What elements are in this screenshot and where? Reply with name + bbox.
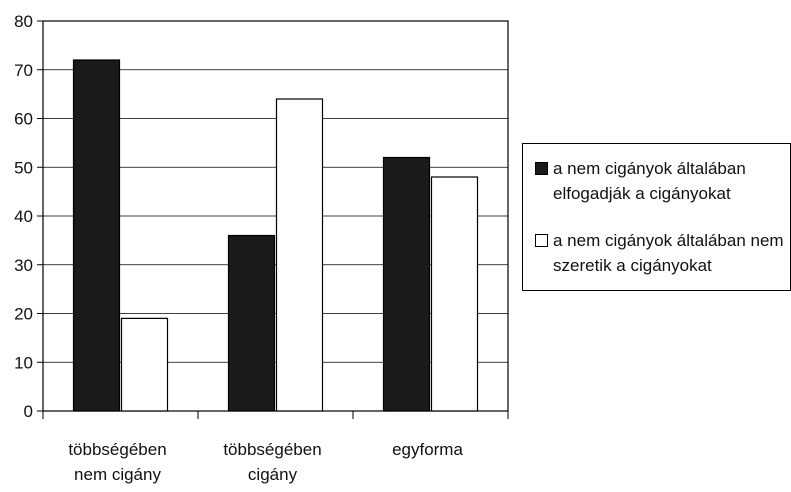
bars bbox=[72, 59, 479, 412]
bar-series-1-cat-3 bbox=[382, 156, 431, 412]
legend-item-1: a nem cigányok általában elfogadják a cig… bbox=[535, 156, 790, 206]
legend-item-2: a nem cigányok általában nem szeretik a c… bbox=[535, 228, 790, 278]
x-category-label: egyforma bbox=[392, 440, 463, 459]
x-category-label: többségében bbox=[68, 440, 166, 459]
bar-series-2-cat-2 bbox=[275, 98, 324, 412]
bar-series-1-cat-1 bbox=[72, 59, 121, 412]
legend-label-2: a nem cigányok általában nem szeretik a c… bbox=[553, 231, 784, 275]
legend-swatch-1 bbox=[535, 162, 548, 175]
gridlines bbox=[43, 69, 508, 363]
y-tick-label: 30 bbox=[14, 256, 33, 275]
y-tick-label: 10 bbox=[14, 353, 33, 372]
bar-series-1-cat-2 bbox=[227, 234, 276, 412]
bar-series-2-cat-1 bbox=[120, 317, 169, 412]
x-category-label: cigány bbox=[248, 465, 298, 484]
x-axis-categories: többségében nem cigány többségében cigány eg… bbox=[42, 411, 509, 484]
y-tick-label: 50 bbox=[14, 158, 33, 177]
y-tick-label: 60 bbox=[14, 110, 33, 129]
y-tick-label: 0 bbox=[24, 402, 33, 421]
y-tick-label: 20 bbox=[14, 305, 33, 324]
y-tick-label: 80 bbox=[14, 12, 33, 31]
y-tick-label: 70 bbox=[14, 61, 33, 80]
x-category-label: nem cigány bbox=[74, 465, 161, 484]
y-tick-label: 40 bbox=[14, 207, 33, 226]
y-axis-ticks: 0 10 20 30 40 50 60 70 80 bbox=[14, 12, 43, 421]
legend-label-1: a nem cigányok általában elfogadják a cig… bbox=[553, 159, 746, 203]
legend: a nem cigányok általában elfogadják a cig… bbox=[522, 143, 791, 291]
bar-series-2-cat-3 bbox=[430, 176, 479, 412]
x-category-label: többségében bbox=[223, 440, 321, 459]
legend-swatch-2 bbox=[535, 234, 548, 247]
